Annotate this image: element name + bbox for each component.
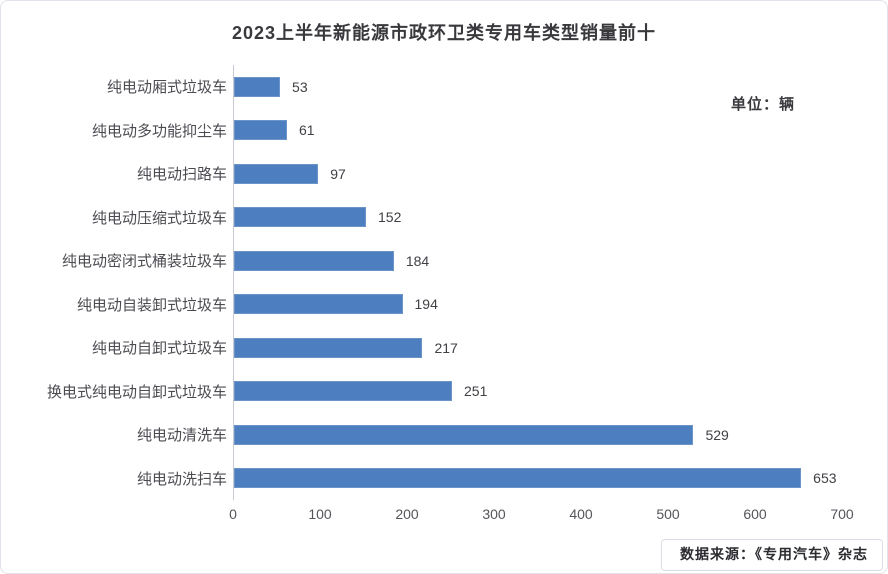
bar-row: 纯电动扫路车 97 [29, 152, 842, 196]
bar [234, 337, 423, 358]
category-label: 纯电动洗扫车 [136, 470, 227, 488]
value-label: 184 [405, 252, 430, 269]
bar-rows: 纯电动厢式垃圾车 53 纯电动多功能抑尘车 61 纯电动扫路车 97 纯电动压缩… [29, 65, 842, 500]
category-label: 换电式纯电动自卸式垃圾车 [46, 383, 227, 401]
bar [234, 468, 802, 489]
x-axis-ticks: 0 100 200 300 400 500 600 700 [229, 506, 854, 530]
category-label: 纯电动多功能抑尘车 [91, 122, 227, 140]
bar-track: 217 [233, 326, 842, 370]
x-tick-label: 500 [656, 506, 680, 522]
bar-row: 纯电动清洗车 529 [29, 413, 842, 457]
bar-track: 97 [233, 152, 842, 196]
bar-row: 纯电动厢式垃圾车 53 [29, 65, 842, 109]
data-source-note: 数据来源：《专用汽车》杂志 [661, 539, 883, 571]
x-tick-label: 700 [830, 506, 854, 522]
bar [234, 381, 452, 402]
bar-track: 251 [233, 369, 842, 413]
category-label: 纯电动清洗车 [136, 427, 227, 445]
value-label: 529 [705, 426, 729, 443]
bar-track: 653 [233, 456, 842, 500]
category-label: 纯电动厢式垃圾车 [106, 79, 227, 97]
bar-row: 纯电动自卸式垃圾车 217 [29, 326, 842, 370]
bar-row: 纯电动多功能抑尘车 61 [29, 108, 842, 152]
bar-track: 194 [233, 282, 842, 326]
bar-track: 184 [233, 239, 842, 283]
value-label: 217 [434, 339, 458, 356]
value-label: 97 [330, 165, 346, 182]
value-label: 653 [813, 470, 837, 487]
category-label: 纯电动压缩式垃圾车 [91, 209, 227, 227]
x-tick-label: 600 [743, 506, 767, 522]
bar-row: 纯电动密闭式桶装垃圾车 184 [29, 239, 842, 283]
category-label: 纯电动自装卸式垃圾车 [76, 296, 227, 314]
bar [234, 424, 694, 445]
bar-track: 152 [233, 195, 842, 239]
category-label: 纯电动自卸式垃圾车 [91, 340, 227, 358]
value-label: 152 [378, 209, 402, 226]
bar-row: 纯电动自装卸式垃圾车 194 [29, 282, 842, 326]
bar-chart: 纯电动厢式垃圾车 53 纯电动多功能抑尘车 61 纯电动扫路车 97 纯电动压缩… [29, 65, 854, 530]
bar [234, 294, 403, 315]
bar-track: 53 [233, 65, 842, 109]
bar-row: 换电式纯电动自卸式垃圾车 251 [29, 369, 842, 413]
value-label: 61 [298, 122, 315, 139]
bar-track: 529 [233, 413, 842, 457]
value-label: 251 [464, 383, 488, 400]
bar-row: 纯电动压缩式垃圾车 152 [29, 195, 842, 239]
x-tick-label: 0 [229, 506, 237, 522]
category-label: 纯电动密闭式桶装垃圾车 [61, 253, 227, 271]
bar [234, 76, 281, 97]
value-label: 194 [414, 296, 438, 313]
bar [234, 120, 287, 141]
bar [234, 207, 367, 228]
x-tick-label: 300 [482, 506, 506, 522]
x-tick-label: 200 [395, 506, 419, 522]
category-label: 纯电动扫路车 [136, 166, 227, 184]
unit-label: 单位：辆 [730, 96, 795, 113]
x-tick-label: 100 [308, 506, 332, 522]
x-tick-label: 400 [569, 506, 593, 522]
bar [234, 163, 319, 184]
value-label: 53 [292, 78, 308, 95]
bar-row: 纯电动洗扫车 653 [29, 456, 842, 500]
bar [234, 250, 394, 271]
chart-title: 2023上半年新能源市政环卫类专用车类型销量前十 [231, 23, 657, 43]
bar-track: 61 [233, 108, 842, 152]
